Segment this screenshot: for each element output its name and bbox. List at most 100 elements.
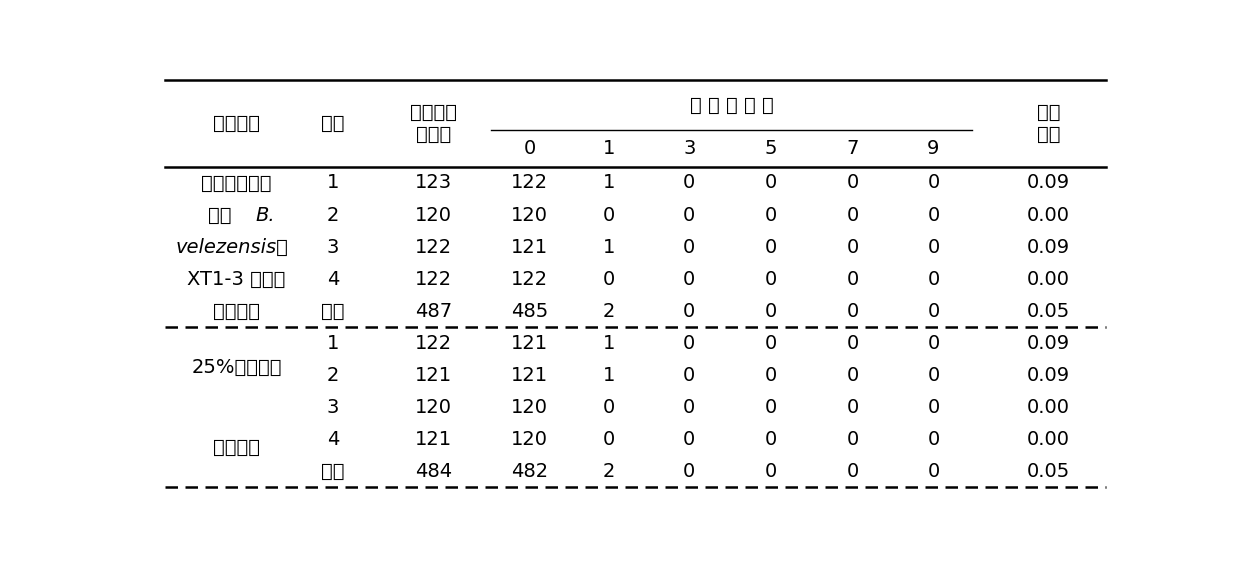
Text: 0.00: 0.00: [1027, 270, 1070, 288]
Text: 0: 0: [683, 206, 696, 224]
Text: 0: 0: [603, 430, 615, 448]
Text: 0.05: 0.05: [1027, 302, 1070, 320]
Text: 122: 122: [415, 238, 453, 256]
Text: 0: 0: [683, 174, 696, 192]
Text: 122: 122: [415, 334, 453, 352]
Text: 0: 0: [847, 462, 859, 481]
Text: 0: 0: [928, 174, 940, 192]
Text: 2: 2: [326, 366, 339, 384]
Text: 0.00: 0.00: [1027, 398, 1070, 416]
Text: 0: 0: [765, 366, 777, 384]
Text: 482: 482: [511, 462, 548, 481]
Text: 0: 0: [765, 334, 777, 352]
Text: 3: 3: [326, 238, 339, 256]
Text: 123: 123: [415, 174, 453, 192]
Text: velezensis）: velezensis）: [175, 238, 289, 256]
Text: 0: 0: [847, 238, 859, 256]
Text: 0.09: 0.09: [1027, 174, 1070, 192]
Text: 0: 0: [765, 174, 777, 192]
Text: 0: 0: [765, 270, 777, 288]
Text: 0: 0: [847, 398, 859, 416]
Text: 487: 487: [415, 302, 453, 320]
Text: 0: 0: [928, 270, 940, 288]
Text: 0: 0: [683, 334, 696, 352]
Text: 合计: 合计: [321, 302, 345, 320]
Text: 1: 1: [603, 366, 615, 384]
Text: 0: 0: [928, 206, 940, 224]
Text: 2: 2: [603, 302, 615, 320]
Text: 1: 1: [603, 174, 615, 192]
Text: 122: 122: [415, 270, 453, 288]
Text: 0: 0: [683, 366, 696, 384]
Text: 0: 0: [765, 302, 777, 320]
Text: 122: 122: [511, 270, 548, 288]
Text: 0: 0: [928, 334, 940, 352]
Text: 0: 0: [847, 174, 859, 192]
Text: 1: 1: [603, 238, 615, 256]
Text: 各 级 病 株 数: 各 级 病 株 数: [689, 96, 774, 115]
Text: 0.00: 0.00: [1027, 206, 1070, 224]
Text: 重复: 重复: [321, 114, 345, 133]
Text: 121: 121: [511, 238, 548, 256]
Text: 0.05: 0.05: [1027, 462, 1070, 481]
Text: 0.09: 0.09: [1027, 366, 1070, 384]
Text: 菌（: 菌（: [207, 206, 231, 224]
Text: 122: 122: [511, 174, 548, 192]
Text: 贝莱斯芽孢杆: 贝莱斯芽孢杆: [201, 174, 272, 192]
Text: 120: 120: [511, 398, 548, 416]
Text: 0.09: 0.09: [1027, 238, 1070, 256]
Text: 25%多菌灵可: 25%多菌灵可: [191, 357, 281, 377]
Text: 121: 121: [511, 366, 548, 384]
Text: 0: 0: [603, 398, 615, 416]
Text: 0: 0: [683, 430, 696, 448]
Text: 0: 0: [928, 366, 940, 384]
Text: 5: 5: [765, 139, 777, 158]
Text: 0: 0: [765, 238, 777, 256]
Text: 0: 0: [683, 238, 696, 256]
Text: 0.09: 0.09: [1027, 334, 1070, 352]
Text: 病情
指数: 病情 指数: [1037, 103, 1060, 144]
Text: 120: 120: [415, 206, 453, 224]
Text: 4: 4: [326, 430, 339, 448]
Text: 0: 0: [847, 366, 859, 384]
Text: 0: 0: [765, 398, 777, 416]
Text: 4: 4: [326, 270, 339, 288]
Text: 0: 0: [928, 430, 940, 448]
Text: 0: 0: [683, 462, 696, 481]
Text: 121: 121: [511, 334, 548, 352]
Text: 484: 484: [415, 462, 453, 481]
Text: 0: 0: [765, 206, 777, 224]
Text: 120: 120: [511, 206, 548, 224]
Text: 3: 3: [683, 139, 696, 158]
Text: 1: 1: [603, 334, 615, 352]
Text: 0: 0: [765, 430, 777, 448]
Text: 酵培养物: 酵培养物: [213, 302, 260, 320]
Text: 0: 0: [847, 430, 859, 448]
Text: 120: 120: [511, 430, 548, 448]
Text: 0: 0: [928, 238, 940, 256]
Text: 试验处理: 试验处理: [213, 114, 260, 133]
Text: 121: 121: [415, 366, 453, 384]
Text: 0: 0: [928, 398, 940, 416]
Text: 1: 1: [326, 174, 339, 192]
Text: 0: 0: [847, 334, 859, 352]
Text: B.: B.: [255, 206, 275, 224]
Text: 0: 0: [683, 398, 696, 416]
Text: 2: 2: [326, 206, 339, 224]
Text: 1: 1: [603, 139, 615, 158]
Text: 0: 0: [928, 462, 940, 481]
Text: 9: 9: [928, 139, 940, 158]
Text: 合计: 合计: [321, 462, 345, 481]
Text: 0: 0: [683, 302, 696, 320]
Text: 0.00: 0.00: [1027, 430, 1070, 448]
Text: 121: 121: [415, 430, 453, 448]
Text: 0: 0: [603, 206, 615, 224]
Text: 0: 0: [765, 462, 777, 481]
Text: 0: 0: [603, 270, 615, 288]
Text: 0: 0: [847, 270, 859, 288]
Text: 7: 7: [847, 139, 859, 158]
Text: 485: 485: [511, 302, 548, 320]
Text: 0: 0: [847, 302, 859, 320]
Text: 120: 120: [415, 398, 453, 416]
Text: 2: 2: [603, 462, 615, 481]
